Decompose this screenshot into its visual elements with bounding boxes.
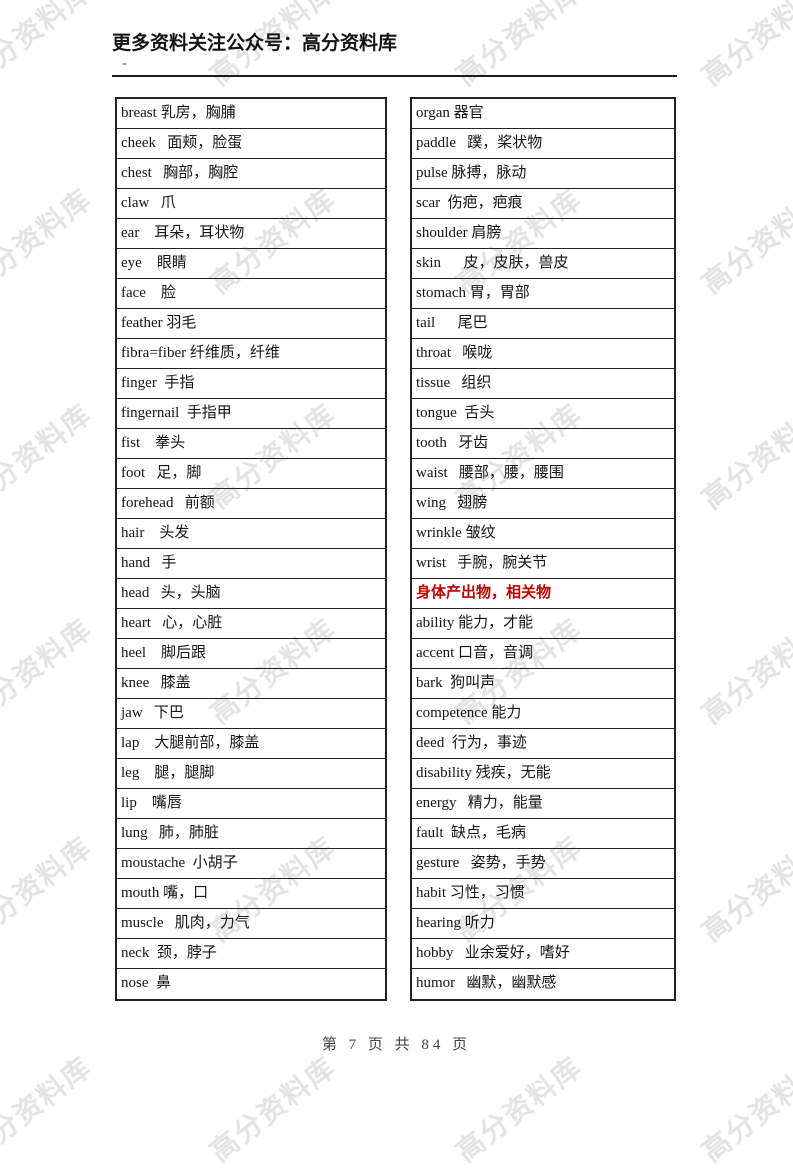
table-row: wing 翅膀 [412, 489, 674, 519]
table-row: tongue 舌头 [412, 399, 674, 429]
table-row: lung 肺，肺脏 [117, 819, 385, 849]
table-row: neck 颈，脖子 [117, 939, 385, 969]
table-row: breast 乳房，胸脯 [117, 99, 385, 129]
table-row: humor 幽默，幽默感 [416, 975, 557, 991]
table-row: energy 精力，能量 [412, 789, 674, 819]
table-row: wrist 手腕，腕关节 [412, 549, 674, 579]
table-row: fingernail 手指甲 [117, 399, 385, 429]
table-row: waist 腰部，腰，腰围 [412, 459, 674, 489]
table-row: ability 能力，才能 [412, 609, 674, 639]
table-row: finger 手指 [117, 369, 385, 399]
watermark-text: 高分资料库 [696, 397, 793, 515]
table-row: competence 能力 [412, 699, 674, 729]
table-row: eye 眼睛 [117, 249, 385, 279]
table-row: hair 头发 [117, 519, 385, 549]
table-row: fault 缺点，毛病 [412, 819, 674, 849]
vocab-table-right: organ 器官 paddle 蹼，桨状物 pulse 脉搏，脉动 scar 伤疤，疤… [410, 97, 676, 1001]
watermark-text: 高分资料库 [696, 830, 793, 948]
header-dash: - [122, 56, 127, 71]
table-row: organ 器官 [412, 99, 674, 129]
table-row: heel 脚后跟 [117, 639, 385, 669]
watermark-text: 高分资料库 [696, 0, 793, 92]
header-promo-text: 更多资料关注公众号：高分资料库 [112, 33, 398, 54]
watermark-text: 高分资料库 [0, 1050, 98, 1168]
table-row: scar 伤疤，疤痕 [412, 189, 674, 219]
watermark-text: 高分资料库 [0, 397, 98, 515]
table-row: knee 膝盖 [117, 669, 385, 699]
table-row: bark 狗叫声 [412, 669, 674, 699]
table-row: nose 鼻 [121, 975, 171, 991]
watermark-text: 高分资料库 [696, 1050, 793, 1168]
table-row: jaw 下巴 [117, 699, 385, 729]
header-rule [112, 75, 677, 77]
table-row: ear 耳朵，耳状物 [117, 219, 385, 249]
table-row: pulse 脉搏，脉动 [412, 159, 674, 189]
table-row: face 脸 [117, 279, 385, 309]
table-row: fibra=fiber 纤维质，纤维 [117, 339, 385, 369]
table-row: hobby 业余爱好，嗜好 [412, 939, 674, 969]
table-row: fist 拳头 [117, 429, 385, 459]
table-row: tooth 牙齿 [412, 429, 674, 459]
table-row: lip 嘴唇 [117, 789, 385, 819]
section-heading-row: 身体产出物，相关物 [412, 579, 674, 609]
table-row: feather 羽毛 [117, 309, 385, 339]
table-row: head 头，头脑 [117, 579, 385, 609]
watermark-text: 高分资料库 [0, 0, 98, 92]
table-row: moustache 小胡子 [117, 849, 385, 879]
watermark-text: 高分资料库 [0, 612, 98, 730]
table-row: accent 口音，音调 [412, 639, 674, 669]
table-row: habit 习性，习惯 [412, 879, 674, 909]
table-row: chest 胸部，胸腔 [117, 159, 385, 189]
page-number-footer: 第 7 页 共 84 页 [321, 1037, 472, 1053]
table-row: stomach 胃，胃部 [412, 279, 674, 309]
table-row: gesture 姿势，手势 [412, 849, 674, 879]
table-row: muscle 肌肉，力气 [117, 909, 385, 939]
table-row: mouth 嘴，口 [117, 879, 385, 909]
watermark-text: 高分资料库 [696, 612, 793, 730]
table-row: cheek 面颊，脸蛋 [117, 129, 385, 159]
table-row: paddle 蹼，桨状物 [412, 129, 674, 159]
watermark-text: 高分资料库 [204, 1050, 342, 1168]
watermark-text: 高分资料库 [450, 0, 588, 92]
table-row: skin 皮，皮肤，兽皮 [412, 249, 674, 279]
table-row: shoulder 肩膀 [412, 219, 674, 249]
table-row: hand 手 [117, 549, 385, 579]
table-row: leg 腿，腿脚 [117, 759, 385, 789]
table-row: tissue 组织 [412, 369, 674, 399]
table-row: deed 行为，事迹 [412, 729, 674, 759]
table-row: forehead 前额 [117, 489, 385, 519]
table-row: throat 喉咙 [412, 339, 674, 369]
watermark-text: 高分资料库 [0, 182, 98, 300]
table-row: claw 爪 [117, 189, 385, 219]
table-row: hearing 听力 [412, 909, 674, 939]
watermark-text: 高分资料库 [0, 830, 98, 948]
table-row: foot 足，脚 [117, 459, 385, 489]
table-row: wrinkle 皱纹 [412, 519, 674, 549]
watermark-text: 高分资料库 [450, 1050, 588, 1168]
watermark-text: 高分资料库 [696, 182, 793, 300]
table-row: lap 大腿前部，膝盖 [117, 729, 385, 759]
table-row: disability 残疾，无能 [412, 759, 674, 789]
table-row: tail 尾巴 [412, 309, 674, 339]
table-row: heart 心，心脏 [117, 609, 385, 639]
vocab-table-left: breast 乳房，胸脯 cheek 面颊，脸蛋 chest 胸部，胸腔 claw 爪… [115, 97, 387, 1001]
